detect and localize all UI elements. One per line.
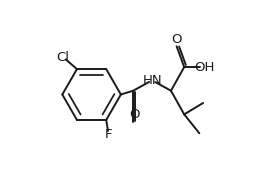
Text: O: O	[171, 33, 181, 46]
Text: HN: HN	[142, 74, 162, 87]
Text: F: F	[104, 128, 112, 141]
Text: Cl: Cl	[56, 51, 69, 64]
Text: O: O	[129, 108, 139, 121]
Text: OH: OH	[194, 61, 215, 74]
